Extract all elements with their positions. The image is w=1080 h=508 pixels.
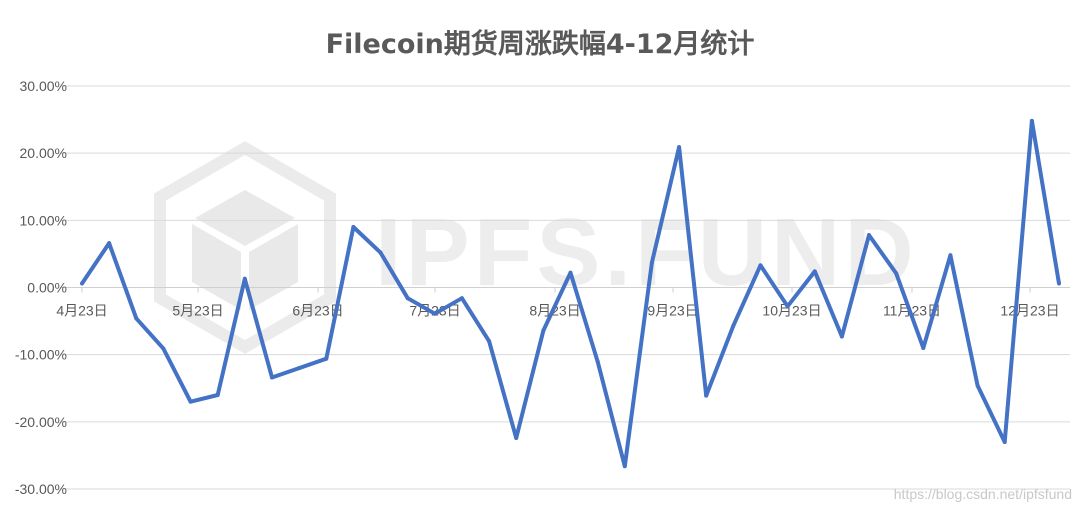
data-point [459,296,464,301]
y-tick-label: -20.00% [15,414,67,430]
y-tick-label: 10.00% [20,212,67,228]
data-point [161,346,166,351]
data-point [948,253,953,258]
data-point [351,225,356,230]
y-tick-label: -10.00% [15,347,67,363]
watermark-cube-top [195,190,295,246]
data-point [758,263,763,268]
data-point [867,233,872,238]
data-point [677,145,682,150]
data-point [215,392,220,397]
x-tick-label: 8月23日 [529,303,580,319]
data-point [514,435,519,440]
data-point [541,328,546,333]
data-point [1002,439,1007,444]
data-point [80,281,84,286]
data-point [188,399,193,404]
data-point [839,334,844,339]
data-point [134,316,139,321]
data-point [785,304,790,309]
y-tick-label: -30.00% [15,481,67,497]
data-point [595,359,600,364]
y-tick-label: 20.00% [20,145,67,161]
data-point [649,260,654,265]
x-tick-label: 11月23日 [883,303,941,319]
data-point [432,311,437,316]
x-tick-label: 10月23日 [762,303,821,319]
watermark-url: https://blog.csdn.net/ipfsfund [893,486,1072,502]
data-point [568,270,573,275]
data-point [921,345,926,350]
data-point [405,296,410,301]
watermark-cube-left [192,224,241,310]
data-point [487,339,492,344]
x-tick-label: 4月23日 [56,303,107,319]
y-tick-label: 30.00% [20,78,67,94]
data-point [242,276,247,281]
data-point [894,271,899,276]
x-tick-label: 12月23日 [1000,303,1059,319]
chart-title: Filecoin期货周涨跌幅4-12月统计 [325,29,755,60]
data-point [704,393,709,398]
data-point [324,356,329,361]
data-point [107,241,112,246]
data-point [975,383,980,388]
data-point [812,269,817,274]
data-point [269,375,274,380]
x-tick-label: 9月23日 [647,303,698,319]
watermark-hexagon [154,141,336,354]
x-tick-label: 6月23日 [292,303,343,319]
data-point [297,366,302,371]
x-tick-label: 5月23日 [172,303,223,319]
data-point [1029,118,1034,123]
data-point [731,323,736,328]
y-tick-label: 0.00% [27,280,67,296]
data-point [1057,281,1061,286]
data-point [378,250,383,255]
watermark-cube-right [249,224,298,310]
data-point [622,464,627,469]
